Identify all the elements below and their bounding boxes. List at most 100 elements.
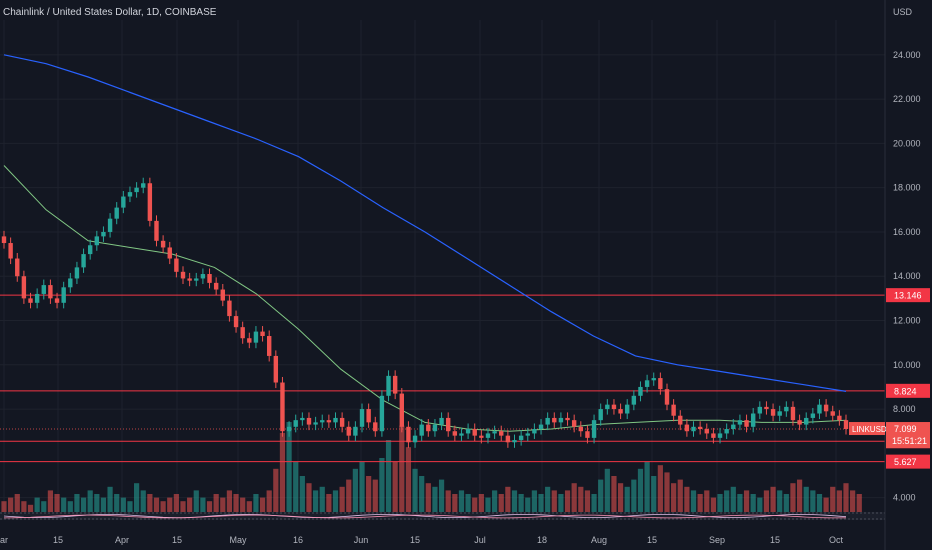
candle-body	[644, 380, 650, 387]
candle-body	[717, 433, 723, 438]
volume-bar	[750, 494, 756, 512]
volume-bar	[140, 490, 146, 512]
candle-body	[757, 406, 763, 414]
candle-body	[823, 404, 829, 412]
volume-bar	[187, 497, 193, 512]
volume-bar	[1, 501, 7, 512]
volume-bar	[100, 497, 107, 512]
volume-bar	[339, 486, 345, 512]
y-tick-label: 20.000	[893, 138, 921, 148]
candle-body	[353, 426, 358, 436]
volume-bar	[637, 468, 644, 512]
volume-bar	[545, 486, 551, 512]
chart-title: Chainlink / United States Dollar, 1D, CO…	[3, 7, 217, 18]
candle-body	[631, 395, 637, 405]
oscillator-pane	[0, 512, 885, 520]
volume-bar	[425, 483, 431, 512]
candle-body	[94, 236, 100, 246]
candle-body	[293, 420, 298, 427]
volume-bar	[684, 486, 690, 512]
candle-body	[731, 424, 736, 430]
candle-body	[286, 426, 292, 432]
oscillator-background	[0, 512, 885, 520]
volume-bar	[790, 483, 796, 512]
candle-body	[638, 386, 643, 396]
volume-bar	[743, 490, 750, 512]
volume-bar	[485, 497, 491, 512]
candle-body	[266, 336, 272, 356]
candle-body	[770, 409, 776, 416]
volume-bar	[379, 458, 385, 512]
volume-bar	[94, 494, 100, 512]
volume-bar	[472, 497, 478, 512]
moving-average-fast	[3, 165, 847, 432]
candle-body	[207, 274, 212, 283]
candle-body	[492, 431, 497, 434]
candle-body	[200, 274, 206, 279]
candle-body	[664, 389, 670, 405]
candle-body	[306, 417, 312, 425]
candle-body	[777, 411, 782, 416]
volume-bar	[61, 497, 67, 512]
candle-body	[87, 245, 93, 255]
volume-bar	[724, 490, 730, 512]
candle-body	[505, 435, 511, 443]
price-axis[interactable]: 24.000 22.000 20.000 18.000 16.000 14.000 12.0…	[884, 0, 921, 550]
candle-body	[81, 254, 86, 268]
candle-body	[154, 220, 159, 241]
volume-bar	[41, 501, 47, 512]
currency-label: USD	[893, 7, 913, 17]
candle-body	[830, 411, 835, 416]
candle-body	[187, 278, 192, 281]
volume-bar	[564, 490, 571, 512]
candle-body	[220, 289, 225, 301]
volume-bar	[730, 486, 736, 512]
candle-body	[525, 433, 530, 436]
candle-body	[658, 378, 663, 390]
candle-body	[333, 417, 338, 423]
candle-body	[114, 207, 119, 219]
candle-body	[691, 426, 696, 432]
candle-body	[101, 231, 106, 237]
volume-bar	[319, 486, 325, 512]
candle-body	[247, 338, 252, 343]
candle-body	[764, 406, 769, 410]
volume-bar	[617, 483, 624, 512]
candle-body	[21, 276, 27, 299]
price-label-text: 13.146	[894, 291, 922, 301]
volume-bar	[631, 479, 637, 512]
volume-bar	[346, 479, 352, 512]
candle-body	[697, 426, 703, 430]
volume-bar	[279, 432, 286, 512]
x-tick-label: ar	[0, 535, 8, 545]
candle-body	[41, 285, 46, 294]
x-tick-label: 16	[293, 535, 303, 545]
candle-body	[744, 420, 749, 427]
candle-body	[684, 424, 690, 432]
x-tick-label: 15	[172, 535, 182, 545]
volume-bar	[253, 494, 259, 512]
volume-bar	[206, 501, 213, 512]
moving-average-slow	[3, 54, 847, 392]
candle-body	[68, 278, 73, 288]
candle-body	[253, 331, 259, 343]
candle-body	[326, 420, 332, 423]
time-axis[interactable]: ar 15 Apr 15 May 16 Jun 15 Jul 18 Aug 15 Sep 15 Oct	[0, 535, 843, 545]
volume-bar	[27, 504, 34, 512]
x-tick-label: 15	[410, 535, 420, 545]
volume-bar	[717, 494, 723, 512]
candle-body	[558, 417, 564, 423]
volume-bar	[419, 476, 425, 512]
candle-body	[346, 426, 351, 436]
volume-bar	[518, 494, 524, 512]
volume-bar	[34, 497, 40, 512]
candle-body	[240, 327, 245, 339]
current-price-box	[886, 422, 930, 449]
candle-body	[571, 420, 577, 427]
volume-bar	[651, 476, 657, 512]
volume-bar	[14, 494, 20, 512]
candle-body	[233, 316, 239, 328]
y-tick-label: 16.000	[893, 227, 921, 237]
